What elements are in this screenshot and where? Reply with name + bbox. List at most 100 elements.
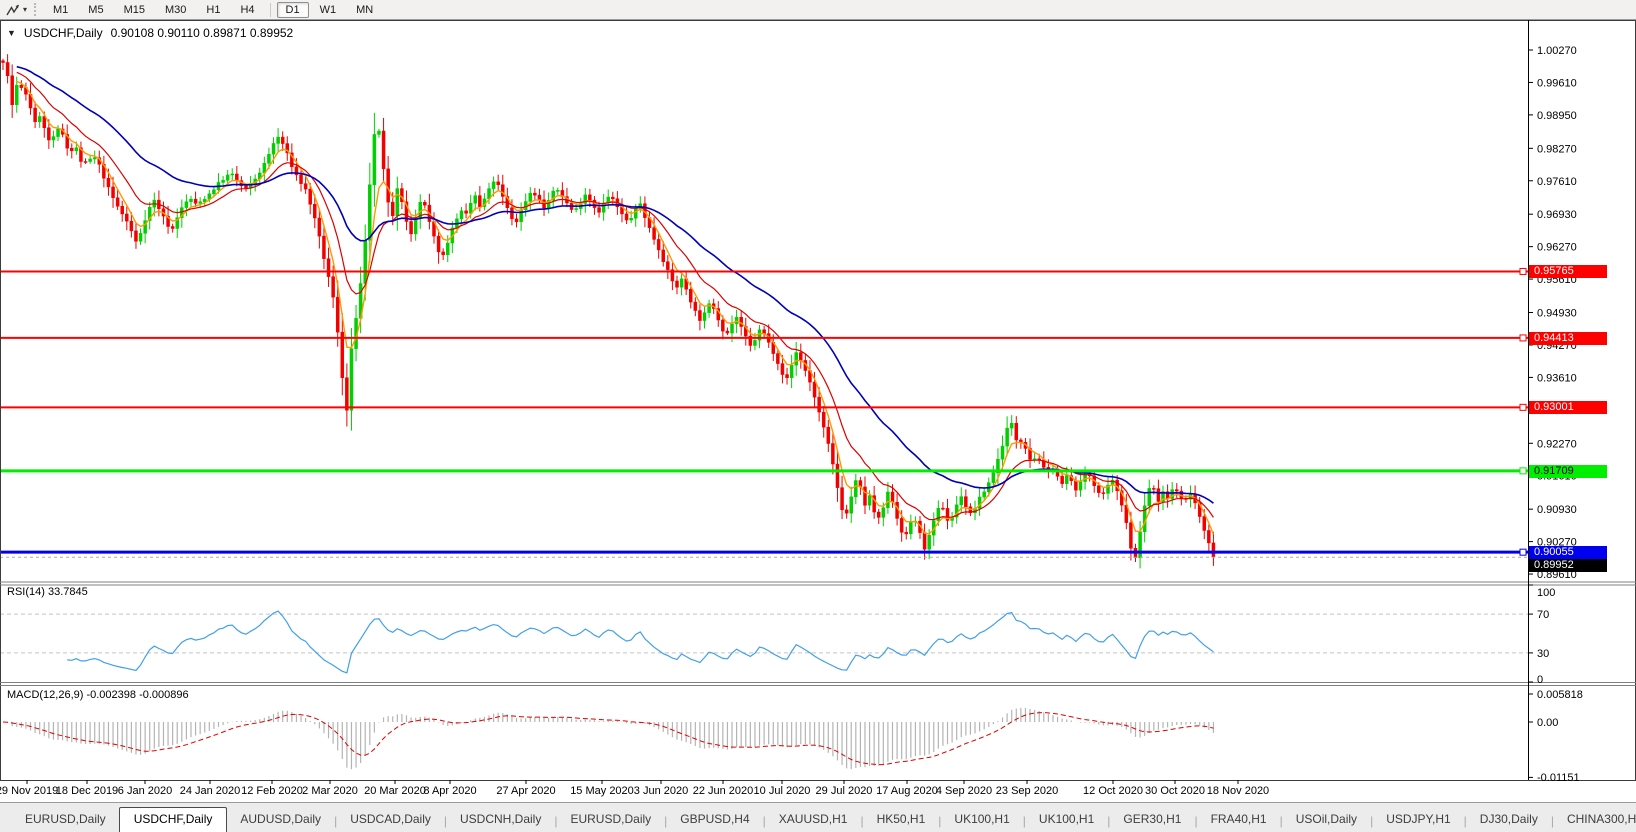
tab-USDCHF-Daily[interactable]: USDCHF,Daily (118, 807, 228, 832)
tab-FRA40-H1[interactable]: FRA40,H1 (1210, 812, 1267, 826)
timeframe-button-M5[interactable]: M5 (88, 3, 104, 16)
macd-indicator-label: MACD(12,26,9) -0.002398 -0.000896 (7, 689, 189, 701)
symbol-tabbar: EURUSD,Daily USDCHF,Daily AUDUSD,Daily | USD… (0, 802, 1636, 832)
svg-text:0.94930: 0.94930 (1537, 308, 1577, 320)
tab-USDCNH-Daily[interactable]: USDCNH,Daily (460, 812, 542, 826)
svg-text:0.99610: 0.99610 (1537, 77, 1577, 89)
price-line-marker[interactable] (1519, 467, 1527, 475)
tab-GER30-H1[interactable]: GER30,H1 (1123, 812, 1182, 826)
tab-UK100-H1[interactable]: UK100,H1 (954, 812, 1010, 826)
tab-CHINA300-H1[interactable]: CHINA300,H1 (1566, 812, 1636, 826)
tab-GBPUSD-H4[interactable]: GBPUSD,H4 (680, 812, 750, 826)
price-line-label: 0.93001 (1529, 401, 1607, 414)
svg-text:18 Dec 2019: 18 Dec 2019 (56, 785, 118, 797)
svg-text:27 Apr 2020: 27 Apr 2020 (496, 785, 555, 797)
timeframe-buttons: M1 M5 M15 M30 H1 H4 D1 W1 MN (43, 1, 383, 18)
timeframe-button-M1[interactable]: M1 (53, 3, 69, 16)
cursor-tool-icon[interactable] (4, 2, 22, 17)
price-line-marker[interactable] (1519, 548, 1527, 556)
chart-window: 1.00270 0.99610 0.98950 0.98270 0.97610 0.969… (0, 20, 1636, 802)
timeframe-button-M30[interactable]: M30 (164, 3, 187, 16)
svg-text:0.00: 0.00 (1537, 717, 1558, 729)
svg-text:0.90270: 0.90270 (1537, 537, 1577, 549)
tab-HK50-H1[interactable]: HK50,H1 (876, 812, 926, 826)
tab-separator: | (1022, 814, 1026, 828)
price-line-label: 0.95765 (1529, 265, 1607, 278)
svg-text:-0.01151: -0.01151 (1537, 772, 1580, 784)
svg-text:17 Aug 2020: 17 Aug 2020 (876, 785, 938, 797)
price-line-marker[interactable] (1519, 267, 1527, 275)
svg-text:6 Jan 2020: 6 Jan 2020 (118, 785, 172, 797)
price-line-marker[interactable] (1519, 403, 1527, 411)
macd-signal-line (2, 712, 1214, 766)
timeframe-button-MN[interactable]: MN (356, 3, 374, 16)
rsi-indicator-label: RSI(14) 33.7845 (7, 586, 88, 598)
svg-text:30 Oct 2020: 30 Oct 2020 (1145, 785, 1205, 797)
svg-text:0.98270: 0.98270 (1537, 143, 1577, 155)
timeframe-button-D1[interactable]: D1 (276, 1, 309, 18)
svg-text:30: 30 (1537, 648, 1549, 660)
price-line-marker[interactable] (1519, 334, 1527, 342)
tab-separator: | (1194, 814, 1198, 828)
svg-text:8 Apr 2020: 8 Apr 2020 (423, 785, 476, 797)
tab-separator: | (1370, 814, 1374, 828)
top-toolbar: ▾ M1 M5 M15 M30 H1 H4 D1 W1 MN (0, 0, 1636, 20)
tab-separator: | (938, 814, 942, 828)
rsi-layer (67, 610, 1214, 674)
chart-ohlc-values: 0.90108 0.90110 0.89871 0.89952 (110, 26, 294, 40)
svg-text:100: 100 (1537, 587, 1555, 599)
svg-text:24 Jan 2020: 24 Jan 2020 (180, 785, 241, 797)
svg-text:15 May 2020: 15 May 2020 (570, 785, 634, 797)
tab-separator: | (443, 814, 447, 828)
svg-text:4 Sep 2020: 4 Sep 2020 (936, 785, 992, 797)
moving-averages-layer (16, 65, 1215, 535)
svg-text:20 Mar 2020: 20 Mar 2020 (364, 785, 426, 797)
price-axis: 1.00270 0.99610 0.98950 0.98270 0.97610 0.969… (1528, 45, 1583, 784)
chart-collapse-caret-icon[interactable]: ▼ (7, 28, 16, 38)
current-price-label: 0.89952 (1529, 559, 1607, 572)
tab-separator: | (1107, 814, 1111, 828)
svg-text:18 Nov 2020: 18 Nov 2020 (1207, 785, 1269, 797)
tab-XAUUSD-H1[interactable]: XAUUSD,H1 (778, 812, 848, 826)
toolbar-grip[interactable] (34, 3, 37, 16)
tab-separator: | (1279, 814, 1283, 828)
tab-USOil-Daily[interactable]: USOil,Daily (1295, 812, 1358, 826)
svg-text:0.89610: 0.89610 (1537, 569, 1577, 581)
macd-layer (2, 707, 1215, 770)
tab-separator: | (860, 814, 864, 828)
tab-separator: | (1463, 814, 1467, 828)
timeframe-button-H4[interactable]: H4 (240, 3, 255, 16)
timeframe-button-M15[interactable]: M15 (123, 3, 145, 16)
tab-UK100-H1[interactable]: UK100,H1 (1038, 812, 1095, 826)
svg-text:0.96270: 0.96270 (1537, 242, 1577, 254)
tab-DJ30-Daily[interactable]: DJ30,Daily (1479, 812, 1538, 826)
svg-text:70: 70 (1537, 609, 1549, 621)
svg-text:23 Sep 2020: 23 Sep 2020 (996, 785, 1058, 797)
tab-EURUSD-Daily[interactable]: EURUSD,Daily (25, 812, 106, 826)
tab-EURUSD-Daily[interactable]: EURUSD,Daily (570, 812, 652, 826)
timeframe-button-W1[interactable]: W1 (319, 3, 337, 16)
candles-layer (1, 54, 1216, 569)
price-line-label: 0.94413 (1529, 332, 1607, 345)
tab-separator: | (1550, 814, 1554, 828)
svg-text:0.92270: 0.92270 (1537, 438, 1577, 450)
svg-text:0.98950: 0.98950 (1537, 110, 1577, 122)
rsi-line (67, 610, 1214, 674)
svg-text:0.005818: 0.005818 (1537, 689, 1583, 701)
svg-text:0.97610: 0.97610 (1537, 176, 1577, 188)
svg-text:0: 0 (1537, 674, 1543, 686)
chart-canvas[interactable]: 1.00270 0.99610 0.98950 0.98270 0.97610 0.969… (0, 20, 1636, 802)
tab-separator: | (664, 814, 668, 828)
svg-text:12 Oct 2020: 12 Oct 2020 (1083, 785, 1143, 797)
svg-text:0.96930: 0.96930 (1537, 209, 1577, 221)
svg-text:29 Jul 2020: 29 Jul 2020 (816, 785, 873, 797)
tool-dropdown-caret-icon[interactable]: ▾ (23, 5, 28, 14)
svg-text:10 Jul 2020: 10 Jul 2020 (754, 785, 811, 797)
timeframe-button-H1[interactable]: H1 (206, 3, 221, 16)
tab-separator: | (762, 814, 766, 828)
svg-text:0.90930: 0.90930 (1537, 504, 1577, 516)
tab-AUDUSD-Daily[interactable]: AUDUSD,Daily (240, 812, 322, 826)
svg-text:0.93610: 0.93610 (1537, 372, 1577, 384)
tab-USDJPY-H1[interactable]: USDJPY,H1 (1386, 812, 1451, 826)
tab-USDCAD-Daily[interactable]: USDCAD,Daily (350, 812, 431, 826)
